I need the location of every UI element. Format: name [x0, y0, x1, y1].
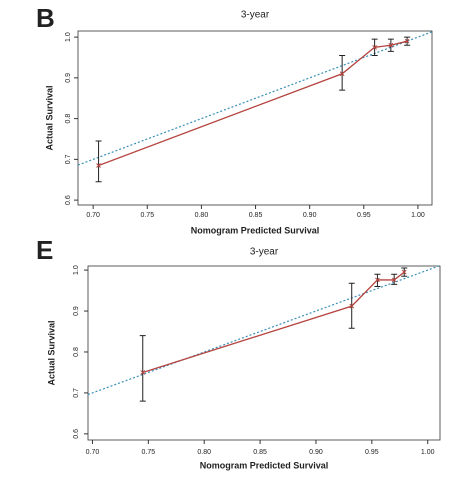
x-tick-label: 0.75: [142, 449, 156, 456]
x-tick-label: 1.00: [411, 212, 425, 219]
y-tick-label: 1.0: [73, 265, 80, 275]
point: [96, 163, 101, 168]
error-bar: [339, 54, 346, 91]
plot-frame: [87, 265, 441, 441]
reference-line: [77, 31, 433, 166]
y-tick-label: 0.9: [65, 73, 72, 83]
point: [391, 277, 397, 283]
point: [388, 42, 394, 48]
x-tick-label: 0.90: [309, 449, 323, 456]
y-axis-label: Actual Survival: [46, 320, 56, 385]
point: [349, 303, 355, 309]
panel-label: B: [36, 3, 55, 33]
x-tick-label: 0.95: [365, 449, 379, 456]
plot-frame: [77, 30, 433, 206]
x-tick-label: 0.70: [86, 449, 100, 456]
point: [404, 38, 410, 44]
reference-line: [87, 265, 440, 396]
x-axis-label: Nomogram Predicted Survival: [200, 460, 329, 470]
x-tick-label: 0.95: [357, 212, 371, 219]
calibration-line: [98, 40, 408, 167]
x-tick-label: 0.85: [253, 449, 267, 456]
error-bar: [139, 335, 146, 402]
y-axis-label: Actual Survival: [44, 85, 54, 150]
y-tick-label: 0.8: [73, 347, 80, 357]
y-tick-label: 0.9: [73, 306, 80, 316]
x-tick-label: 0.90: [303, 212, 317, 219]
y-tick-label: 0.8: [65, 114, 72, 124]
y-tick-label: 1.0: [65, 32, 72, 42]
panel-label: E: [36, 235, 53, 265]
y-tick-label: 0.7: [73, 388, 80, 398]
x-tick-label: 0.80: [197, 449, 211, 456]
y-tick-label: 0.6: [65, 195, 72, 205]
x-tick-label: 0.70: [86, 212, 100, 219]
x-tick-label: 1.00: [421, 449, 435, 456]
y-tick-label: 0.7: [65, 154, 72, 164]
calibration-line: [142, 271, 405, 374]
y-tick-label: 0.6: [73, 429, 80, 439]
chart-title: 3-year: [250, 247, 279, 258]
point: [375, 277, 380, 283]
point: [372, 44, 377, 50]
x-tick-label: 0.85: [249, 212, 263, 219]
point: [401, 269, 407, 275]
x-tick-label: 0.80: [195, 212, 209, 219]
point: [140, 370, 146, 375]
point: [339, 71, 345, 77]
x-tick-label: 0.75: [140, 212, 154, 219]
chart-title: 3-year: [241, 10, 270, 21]
x-axis-label: Nomogram Predicted Survival: [191, 225, 320, 235]
error-bar: [95, 140, 102, 183]
